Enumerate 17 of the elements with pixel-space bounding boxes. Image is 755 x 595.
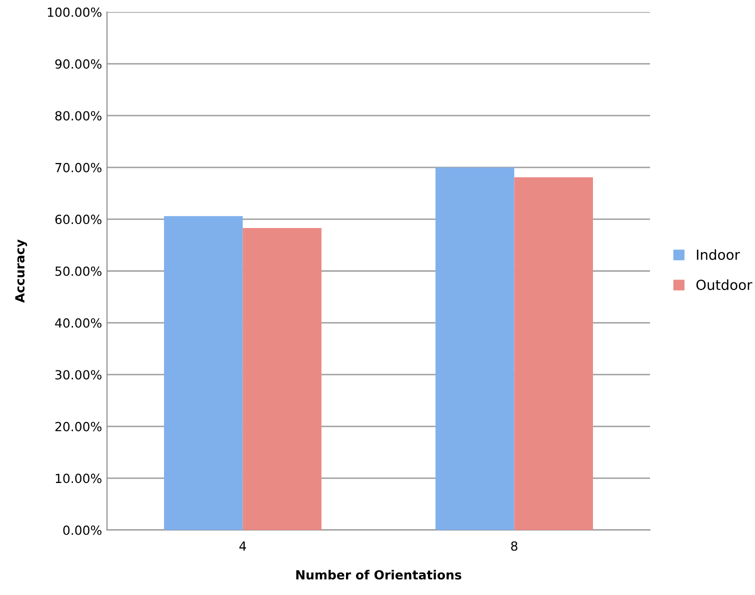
x-tick-label: 4	[239, 541, 246, 551]
y-tick-label: 100.00%	[48, 7, 102, 17]
y-tick-label: 0.00%	[63, 525, 102, 535]
x-tick-label: 8	[511, 541, 518, 551]
legend-label: Outdoor	[696, 279, 752, 290]
y-tick-label: 40.00%	[55, 318, 102, 328]
legend-label: Indoor	[696, 249, 740, 260]
y-tick-label: 10.00%	[56, 474, 102, 484]
y-tick-label: 20.00%	[55, 422, 102, 432]
y-axis-title: Accuracy	[15, 239, 28, 303]
y-tick-label: 80.00%	[55, 111, 102, 121]
y-tick-label: 70.00%	[56, 162, 102, 172]
y-tick-label: 60.00%	[55, 214, 102, 224]
y-tick-label: 30.00%	[55, 370, 102, 380]
x-axis-title: Number of Orientations	[296, 570, 462, 580]
y-tick-label: 50.00%	[55, 266, 102, 276]
y-tick-label: 90.00%	[55, 59, 102, 69]
